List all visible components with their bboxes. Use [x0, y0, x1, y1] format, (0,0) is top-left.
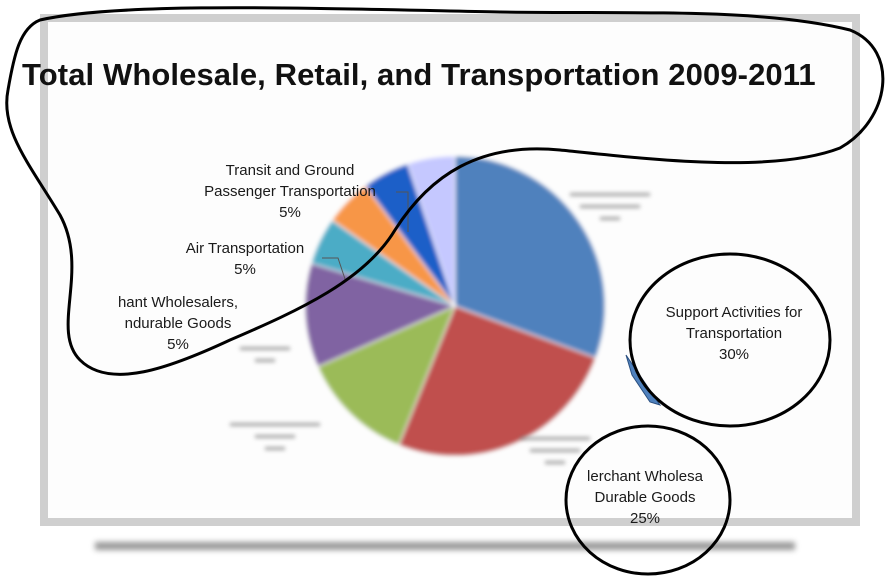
label-support-line1: Support Activities for	[665, 304, 803, 321]
label-durable-line1: lerchant Wholesa	[587, 468, 703, 485]
label-durable: lerchant Wholesa Durable Goods 25%	[564, 466, 726, 529]
label-nondurable-pct: 5%	[167, 336, 189, 353]
blurred-caption	[95, 542, 795, 550]
label-support-pct: 30%	[718, 346, 750, 363]
label-durable-line2: Durable Goods	[594, 489, 696, 506]
label-transit-line2: Passenger Transportation	[204, 183, 376, 200]
label-durable-pct: 25%	[629, 510, 661, 527]
label-nondurable: hant Wholesalers, ndurable Goods 5%	[98, 292, 258, 355]
label-transit-pct: 5%	[279, 204, 301, 221]
label-air: Air Transportation 5%	[160, 238, 330, 280]
label-air-line1: Air Transportation	[185, 240, 305, 257]
label-support: Support Activities for Transportation 30…	[638, 302, 830, 365]
label-nondurable-line1: hant Wholesalers,	[117, 294, 239, 311]
label-support-line2: Transportation	[685, 325, 783, 342]
blurred-label-bottom-left: ▬▬▬▬▬▬▬▬▬ ▬▬▬▬ ▬▬	[230, 418, 320, 453]
blurred-label-top-right: ▬▬▬▬▬▬▬▬ ▬▬▬▬▬▬ ▬▬	[570, 188, 650, 223]
label-transit-line1: Transit and Ground	[225, 162, 355, 179]
label-transit: Transit and Ground Passenger Transportat…	[180, 160, 400, 223]
label-air-pct: 5%	[234, 261, 256, 278]
chart-title: Total Wholesale, Retail, and Transportat…	[22, 57, 816, 92]
blurred-label-bottom-right: ▬▬▬▬▬▬▬ ▬▬▬▬▬ ▬▬	[520, 432, 590, 467]
label-nondurable-line2: ndurable Goods	[124, 315, 232, 332]
